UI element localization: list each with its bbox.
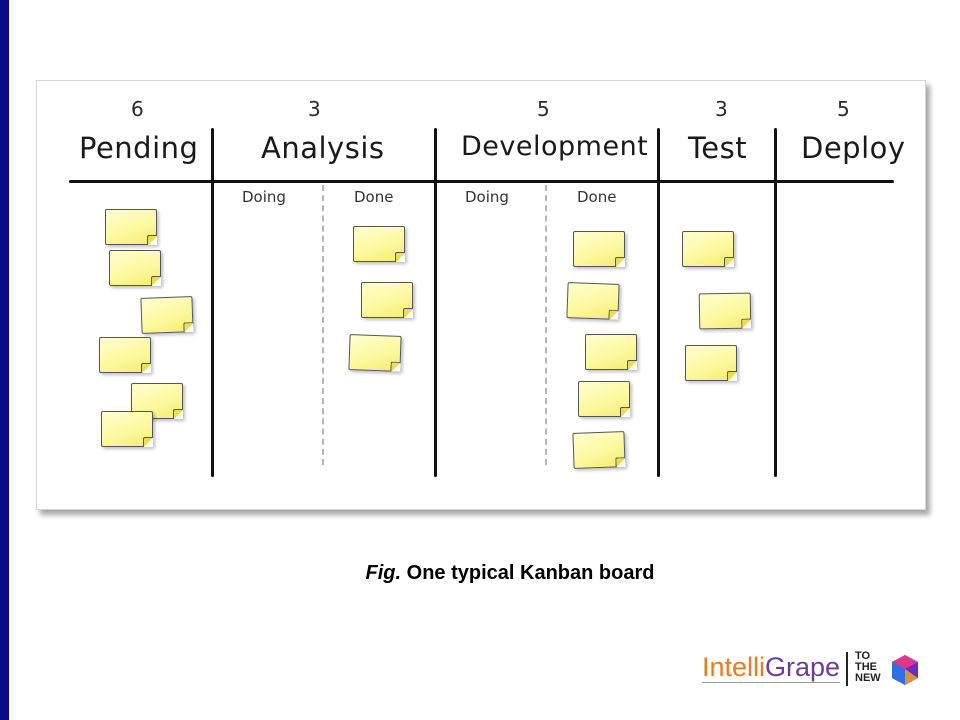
sticky-note [99,337,151,373]
sticky-note [109,250,161,286]
sticky-note [585,334,637,370]
analysis-done-label: Done [354,188,394,206]
sticky-note [101,411,153,447]
sticky-note [578,381,630,417]
sticky-note [698,292,752,330]
column-divider-2 [434,128,437,477]
sticky-note [566,282,620,320]
kanban-board: 6 3 5 3 5 Pending Analysis Development T… [36,80,926,510]
wip-limit-test: 3 [715,97,729,121]
logo-wordmark: IntelliGrape [702,652,840,683]
logo-tagline: TO THE NEW [855,651,881,684]
cube-logo-icon [892,655,918,685]
column-divider-4 [774,128,777,477]
sticky-note [353,226,405,262]
column-divider-1 [211,128,214,477]
sticky-note [140,296,194,334]
column-title-development: Development [461,131,649,162]
development-done-label: Done [577,188,617,206]
analysis-subdivider [322,185,324,465]
logo-intelli: Intelli [702,652,766,682]
column-title-deploy: Deploy [801,131,906,165]
sticky-note [572,431,626,469]
sticky-note [573,231,625,267]
header-divider [69,180,894,183]
development-subdivider [545,185,547,465]
column-title-test: Test [688,131,748,165]
development-doing-label: Doing [465,188,509,206]
logo-grape: Grape [765,652,841,682]
analysis-doing-label: Doing [242,188,286,206]
logo-tagline-line3: NEW [855,672,881,684]
logo-tagline-line2: THE [855,661,877,673]
sticky-note [685,345,737,381]
logo-separator [846,652,848,686]
column-title-analysis: Analysis [261,131,385,165]
sticky-note [105,209,157,245]
sticky-note [682,231,734,267]
logo-underline [702,682,840,683]
figure-caption: Fig. One typical Kanban board [0,562,960,585]
wip-limit-pending: 6 [131,97,145,121]
logo-tagline-line1: TO [855,650,871,662]
caption-prefix: Fig. [365,562,402,584]
wip-limit-deploy: 5 [837,97,851,121]
column-title-pending: Pending [79,131,199,165]
column-divider-3 [657,128,660,477]
left-accent-bar [0,0,9,720]
sticky-note [361,282,413,318]
sticky-note [348,334,402,372]
caption-text: One typical Kanban board [406,562,655,584]
wip-limit-analysis: 3 [308,97,322,121]
wip-limit-development: 5 [537,97,551,121]
